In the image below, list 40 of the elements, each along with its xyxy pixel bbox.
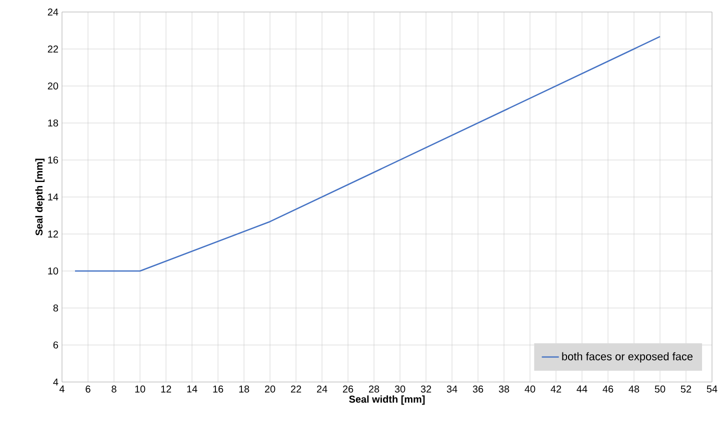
x-tick-label: 30 (394, 386, 406, 393)
x-tick-label: 34 (446, 386, 458, 393)
y-tick-label: 14 (48, 194, 58, 200)
x-tick-label: 54 (706, 386, 718, 392)
y-tick-label: 6 (53, 341, 58, 349)
x-axis-title: Seal width [mm] (349, 395, 425, 405)
x-tick-label: 18 (239, 386, 250, 393)
x-tick-label: 12 (161, 386, 172, 392)
x-tick-label: 38 (498, 386, 510, 393)
x-tick-label: 48 (628, 386, 640, 393)
x-tick-label: 4 (59, 386, 64, 392)
x-tick-label: 16 (213, 386, 224, 393)
x-tick-label: 24 (316, 386, 328, 392)
x-tick-label: 10 (135, 386, 146, 393)
x-tick-label: 20 (264, 386, 276, 393)
y-tick-label: 24 (48, 8, 58, 16)
y-tick-label: 18 (48, 119, 58, 127)
x-tick-label: 44 (576, 386, 588, 392)
x-tick-label: 28 (368, 386, 380, 393)
x-tick-label: 22 (290, 386, 302, 392)
y-tick-label: 12 (48, 230, 58, 238)
x-tick-label: 46 (602, 386, 614, 393)
legend-label: both faces or exposed face (562, 352, 693, 362)
y-tick-label: 10 (48, 267, 58, 275)
y-tick-label: 8 (53, 304, 58, 312)
x-tick-label: 50 (654, 386, 666, 393)
x-tick-label: 32 (420, 386, 432, 393)
y-tick-label: 22 (48, 46, 58, 52)
x-tick-label: 6 (86, 386, 90, 393)
y-axis-title: Seal depth [mm] (35, 158, 45, 236)
x-tick-label: 14 (187, 386, 198, 392)
x-tick-label: 52 (680, 386, 692, 393)
y-tick-label: 20 (48, 82, 58, 90)
x-tick-label: 26 (342, 386, 354, 393)
y-tick-label: 4 (53, 378, 58, 386)
x-tick-label: 8 (112, 386, 116, 393)
x-tick-label: 36 (472, 386, 484, 393)
y-tick-label: 16 (48, 156, 58, 164)
x-tick-label: 42 (550, 386, 562, 392)
x-tick-label: 40 (524, 386, 536, 393)
